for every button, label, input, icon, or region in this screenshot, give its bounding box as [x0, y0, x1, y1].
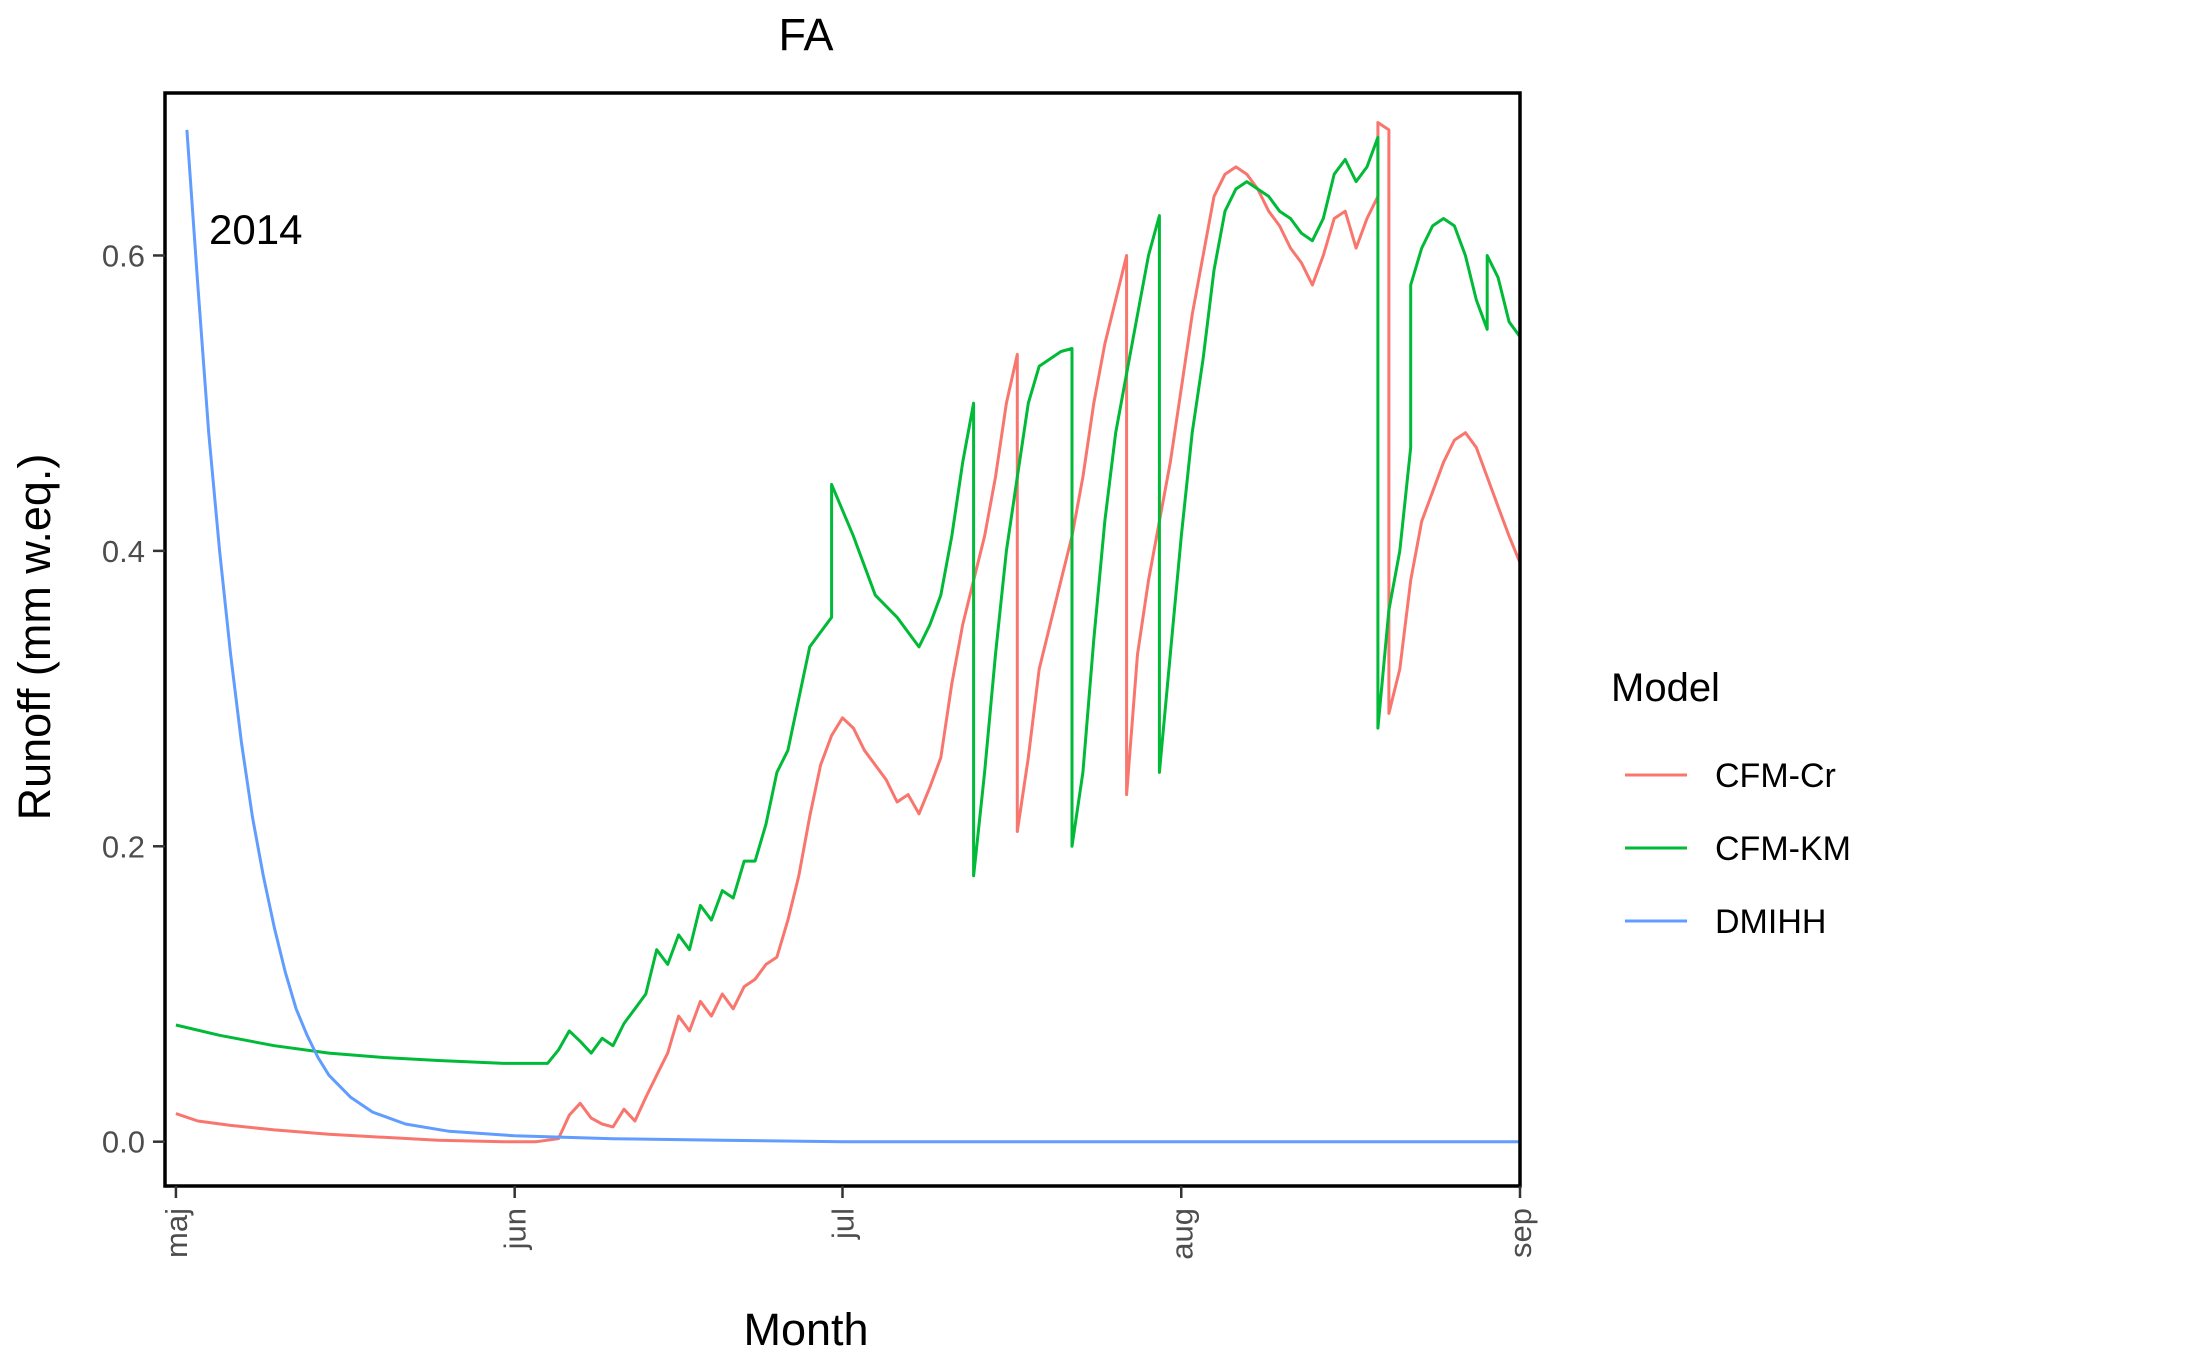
legend-label-cfm-cr: CFM-Cr — [1715, 757, 1836, 795]
x-tick-label: jul — [826, 1208, 861, 1240]
x-tick-label: aug — [1164, 1208, 1199, 1260]
legend-label-dmihh: DMIHH — [1715, 903, 1826, 941]
plot-panel-border — [163, 91, 1522, 1188]
y-tick-label: 0.2 — [102, 829, 145, 864]
x-tick-label: sep — [1503, 1208, 1538, 1258]
x-tick-label: maj — [159, 1208, 194, 1258]
legend: CFM-Cr CFM-KM DMIHH — [1625, 757, 1851, 941]
chart-title: FA — [778, 9, 833, 60]
y-axis-title: Runoff (mm w.eq.) — [9, 454, 60, 821]
legend-title: Model — [1611, 666, 1720, 710]
x-axis-title: Month — [743, 1304, 868, 1350]
y-tick-label: 0.0 — [102, 1125, 145, 1160]
y-axis: 0.0 0.2 0.4 0.6 — [102, 238, 165, 1160]
series-line-cfm-km — [175, 135, 1522, 1065]
x-axis: maj jun jul aug sep — [159, 1186, 1538, 1260]
y-tick-label: 0.6 — [102, 238, 145, 273]
legend-label-cfm-km: CFM-KM — [1715, 830, 1851, 868]
y-tick-label: 0.4 — [102, 534, 145, 569]
series-line-cfm-cr — [175, 121, 1522, 1144]
series-line-dmihh — [185, 129, 1520, 1144]
x-tick-label: jun — [498, 1208, 533, 1250]
series-layer — [175, 121, 1522, 1144]
year-annotation: 2014 — [209, 206, 302, 253]
